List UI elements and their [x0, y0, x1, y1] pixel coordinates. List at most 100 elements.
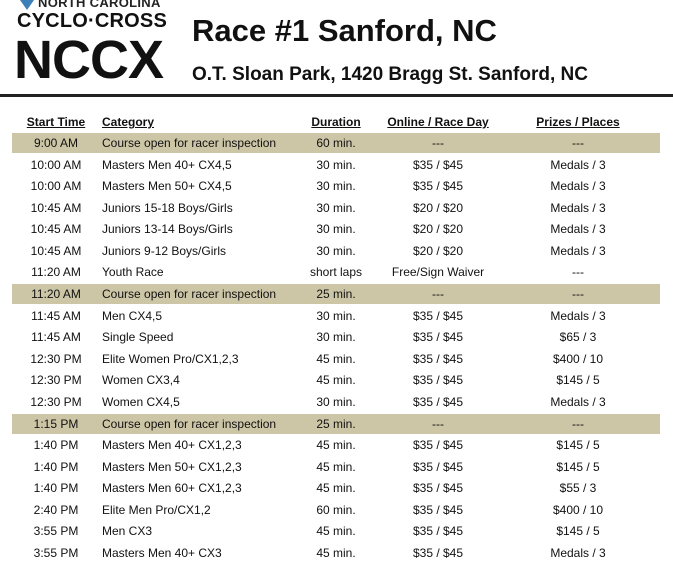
- cell: Course open for racer inspection: [102, 416, 277, 431]
- row-highlight: [12, 413, 660, 434]
- cell: Juniors 9-12 Boys/Girls: [102, 243, 227, 258]
- cell: $55 / 3: [559, 481, 597, 496]
- cell: 45 min.: [316, 373, 356, 388]
- cell: 1:40 PM: [33, 459, 79, 474]
- cell: $20 / $20: [412, 200, 464, 215]
- cell: Medals / 3: [550, 546, 606, 561]
- cell: Masters Men 40+ CX3: [102, 546, 222, 561]
- cell: ---: [572, 287, 584, 302]
- cell: 10:45 AM: [30, 222, 82, 237]
- cell: short laps: [309, 265, 363, 280]
- column-header: Start Time: [26, 115, 86, 129]
- column-header: Category: [102, 115, 155, 129]
- cell: 60 min.: [316, 136, 356, 150]
- cell: $35 / $45: [412, 308, 464, 323]
- logo-icon: [20, 0, 34, 10]
- cell: 1:40 PM: [33, 438, 79, 453]
- cell: 3:55 PM: [33, 524, 79, 539]
- cell: 10:00 AM: [30, 157, 82, 172]
- cell: $145 / 5: [556, 438, 600, 453]
- logo-sport: CYCLO·CROSS: [17, 10, 167, 32]
- cell: 30 min.: [316, 179, 356, 194]
- cell: 2:40 PM: [33, 502, 79, 517]
- cell: Men CX3: [102, 524, 153, 539]
- column-header: Prizes / Places: [536, 115, 620, 129]
- cell: 30 min.: [316, 330, 356, 345]
- cell: 30 min.: [316, 308, 356, 323]
- cell: 12:30 PM: [30, 394, 82, 409]
- cell: Masters Men 40+ CX1,2,3: [102, 438, 242, 453]
- cell: 30 min.: [316, 157, 356, 172]
- logo-state: NORTH CAROLINA: [38, 0, 161, 10]
- cell: 60 min.: [316, 502, 356, 517]
- cell: $400 / 10: [552, 502, 604, 517]
- cell: 30 min.: [316, 394, 356, 409]
- cell: Medals / 3: [550, 222, 606, 237]
- cell: $35 / $45: [412, 373, 464, 388]
- cell: Masters Men 40+ CX4,5: [102, 157, 232, 172]
- cell: 12:30 PM: [30, 351, 82, 366]
- cell: Medals / 3: [550, 157, 606, 172]
- cell: 45 min.: [316, 438, 356, 453]
- subtitle: O.T. Sloan Park, 1420 Bragg St. Sanford,…: [192, 64, 588, 85]
- cell: $35 / $45: [412, 157, 464, 172]
- cell: $20 / $20: [412, 243, 464, 258]
- cell: 45 min.: [316, 351, 356, 366]
- cell: $35 / $45: [412, 438, 464, 453]
- cell: Women CX3,4: [102, 373, 180, 388]
- cell: $145 / 5: [556, 373, 600, 388]
- cell: Medals / 3: [550, 394, 606, 409]
- cell: 45 min.: [316, 459, 356, 474]
- cell: Course open for racer inspection: [102, 287, 277, 302]
- cell: 11:45 AM: [31, 308, 81, 323]
- cell: ---: [572, 136, 584, 150]
- cell: $35 / $45: [412, 481, 464, 496]
- cell: 25 min.: [316, 287, 356, 302]
- column-header: Duration: [311, 115, 361, 129]
- cell: 45 min.: [316, 481, 356, 496]
- cell: $35 / $45: [412, 330, 464, 345]
- cell: 25 min.: [316, 416, 356, 431]
- cell: ---: [572, 416, 584, 431]
- cell: Elite Men Pro/CX1,2: [102, 502, 211, 517]
- cell: Women CX4,5: [102, 394, 180, 409]
- row-highlight: [12, 284, 660, 305]
- cell: 12:30 PM: [30, 373, 82, 388]
- cell: 11:45 AM: [31, 330, 81, 345]
- cell: Medals / 3: [550, 179, 606, 194]
- cell: Masters Men 50+ CX1,2,3: [102, 459, 242, 474]
- cell: 11:20 AM: [31, 265, 81, 280]
- divider: [0, 94, 673, 97]
- cell: $145 / 5: [556, 459, 600, 474]
- cell: 10:45 AM: [30, 243, 82, 258]
- cell: $35 / $45: [412, 459, 464, 474]
- cell: Juniors 13-14 Boys/Girls: [102, 222, 233, 237]
- cell: $35 / $45: [412, 524, 464, 539]
- cell: 45 min.: [316, 546, 356, 561]
- cell: $35 / $45: [412, 351, 464, 366]
- cell: Elite Women Pro/CX1,2,3: [102, 351, 239, 366]
- cell: 30 min.: [316, 243, 356, 258]
- cell: $35 / $45: [412, 394, 464, 409]
- cell: $145 / 5: [556, 524, 600, 539]
- cell: 45 min.: [316, 524, 356, 539]
- title: Race #1 Sanford, NC: [192, 13, 497, 48]
- row-highlight: [12, 133, 660, 153]
- cell: $20 / $20: [412, 222, 464, 237]
- cell: Course open for racer inspection: [102, 136, 277, 150]
- cell: ---: [572, 265, 584, 280]
- cell: 30 min.: [316, 200, 356, 215]
- cell: Youth Race: [102, 265, 164, 280]
- column-header: Online / Race Day: [387, 115, 489, 129]
- cell: 11:20 AM: [31, 287, 81, 302]
- cell: 3:55 PM: [33, 546, 79, 561]
- cell: ---: [432, 287, 444, 302]
- cell: Medals / 3: [550, 243, 606, 258]
- cell: $35 / $45: [412, 502, 464, 517]
- cell: $400 / 10: [552, 351, 604, 366]
- cell: Free/Sign Waiver: [391, 265, 485, 280]
- cell: Medals / 3: [550, 308, 606, 323]
- cell: 1:15 PM: [33, 416, 79, 431]
- cell: Men CX4,5: [102, 308, 163, 323]
